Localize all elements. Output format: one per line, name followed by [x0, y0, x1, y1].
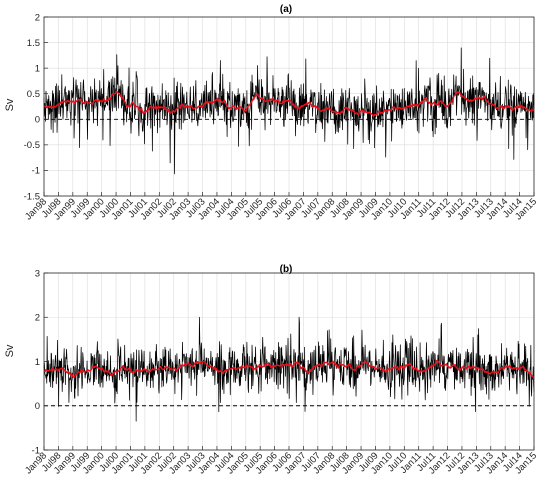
y-tick-label: 1 — [35, 63, 40, 74]
y-tick-label: -1 — [32, 445, 40, 456]
y-tick-label: 0 — [35, 401, 40, 412]
panel-b-x-ticks: Jan98Jul98Jan99Jul99Jan00Jul00Jan01Jul01… — [23, 446, 539, 476]
smoothed-series-line — [43, 90, 535, 117]
panel-b-title: (b) — [280, 264, 293, 275]
panel-a-grid — [43, 16, 535, 197]
panel-b-y-ticks: -1 0 1 2 3 — [32, 268, 48, 456]
panel-a-title: (a) — [280, 4, 292, 15]
y-tick-label: 2 — [35, 12, 40, 23]
smoothed-series-line — [43, 359, 535, 380]
panel-b-y-axis-label: Sv — [4, 344, 16, 357]
y-tick-label: 0 — [35, 115, 40, 126]
y-tick-label: -1 — [32, 166, 40, 177]
raw-series-line — [43, 316, 535, 422]
y-tick-label: -0.5 — [24, 140, 40, 151]
y-tick-label: 2 — [35, 313, 40, 324]
panel-a-y-axis-label: Sv — [4, 98, 16, 111]
panel-a-y-ticks: -1.5 -1 -0.5 0 0.5 1 1.5 2 — [24, 12, 48, 202]
panel-b-series — [43, 316, 535, 422]
y-tick-label: 1 — [35, 357, 40, 368]
y-tick-label: 1.5 — [27, 38, 40, 49]
panel-a-x-ticks: Jan98Jul98Jan99Jul99Jan00Jul00Jan01Jul01… — [23, 192, 539, 222]
y-tick-label: -1.5 — [24, 191, 40, 202]
y-tick-label: 0.5 — [27, 89, 40, 100]
panel-a-series — [43, 47, 535, 175]
y-tick-label: 3 — [35, 268, 40, 279]
panel-a: (a) Sv -1.5 -1 -0.5 0 0.5 1 1.5 2 Jan98Jul98Jan… — [4, 4, 539, 222]
panel-b: (b) Sv -1 0 1 2 3 Jan98Jul98Jan99Jul99Jan00J… — [4, 264, 539, 476]
